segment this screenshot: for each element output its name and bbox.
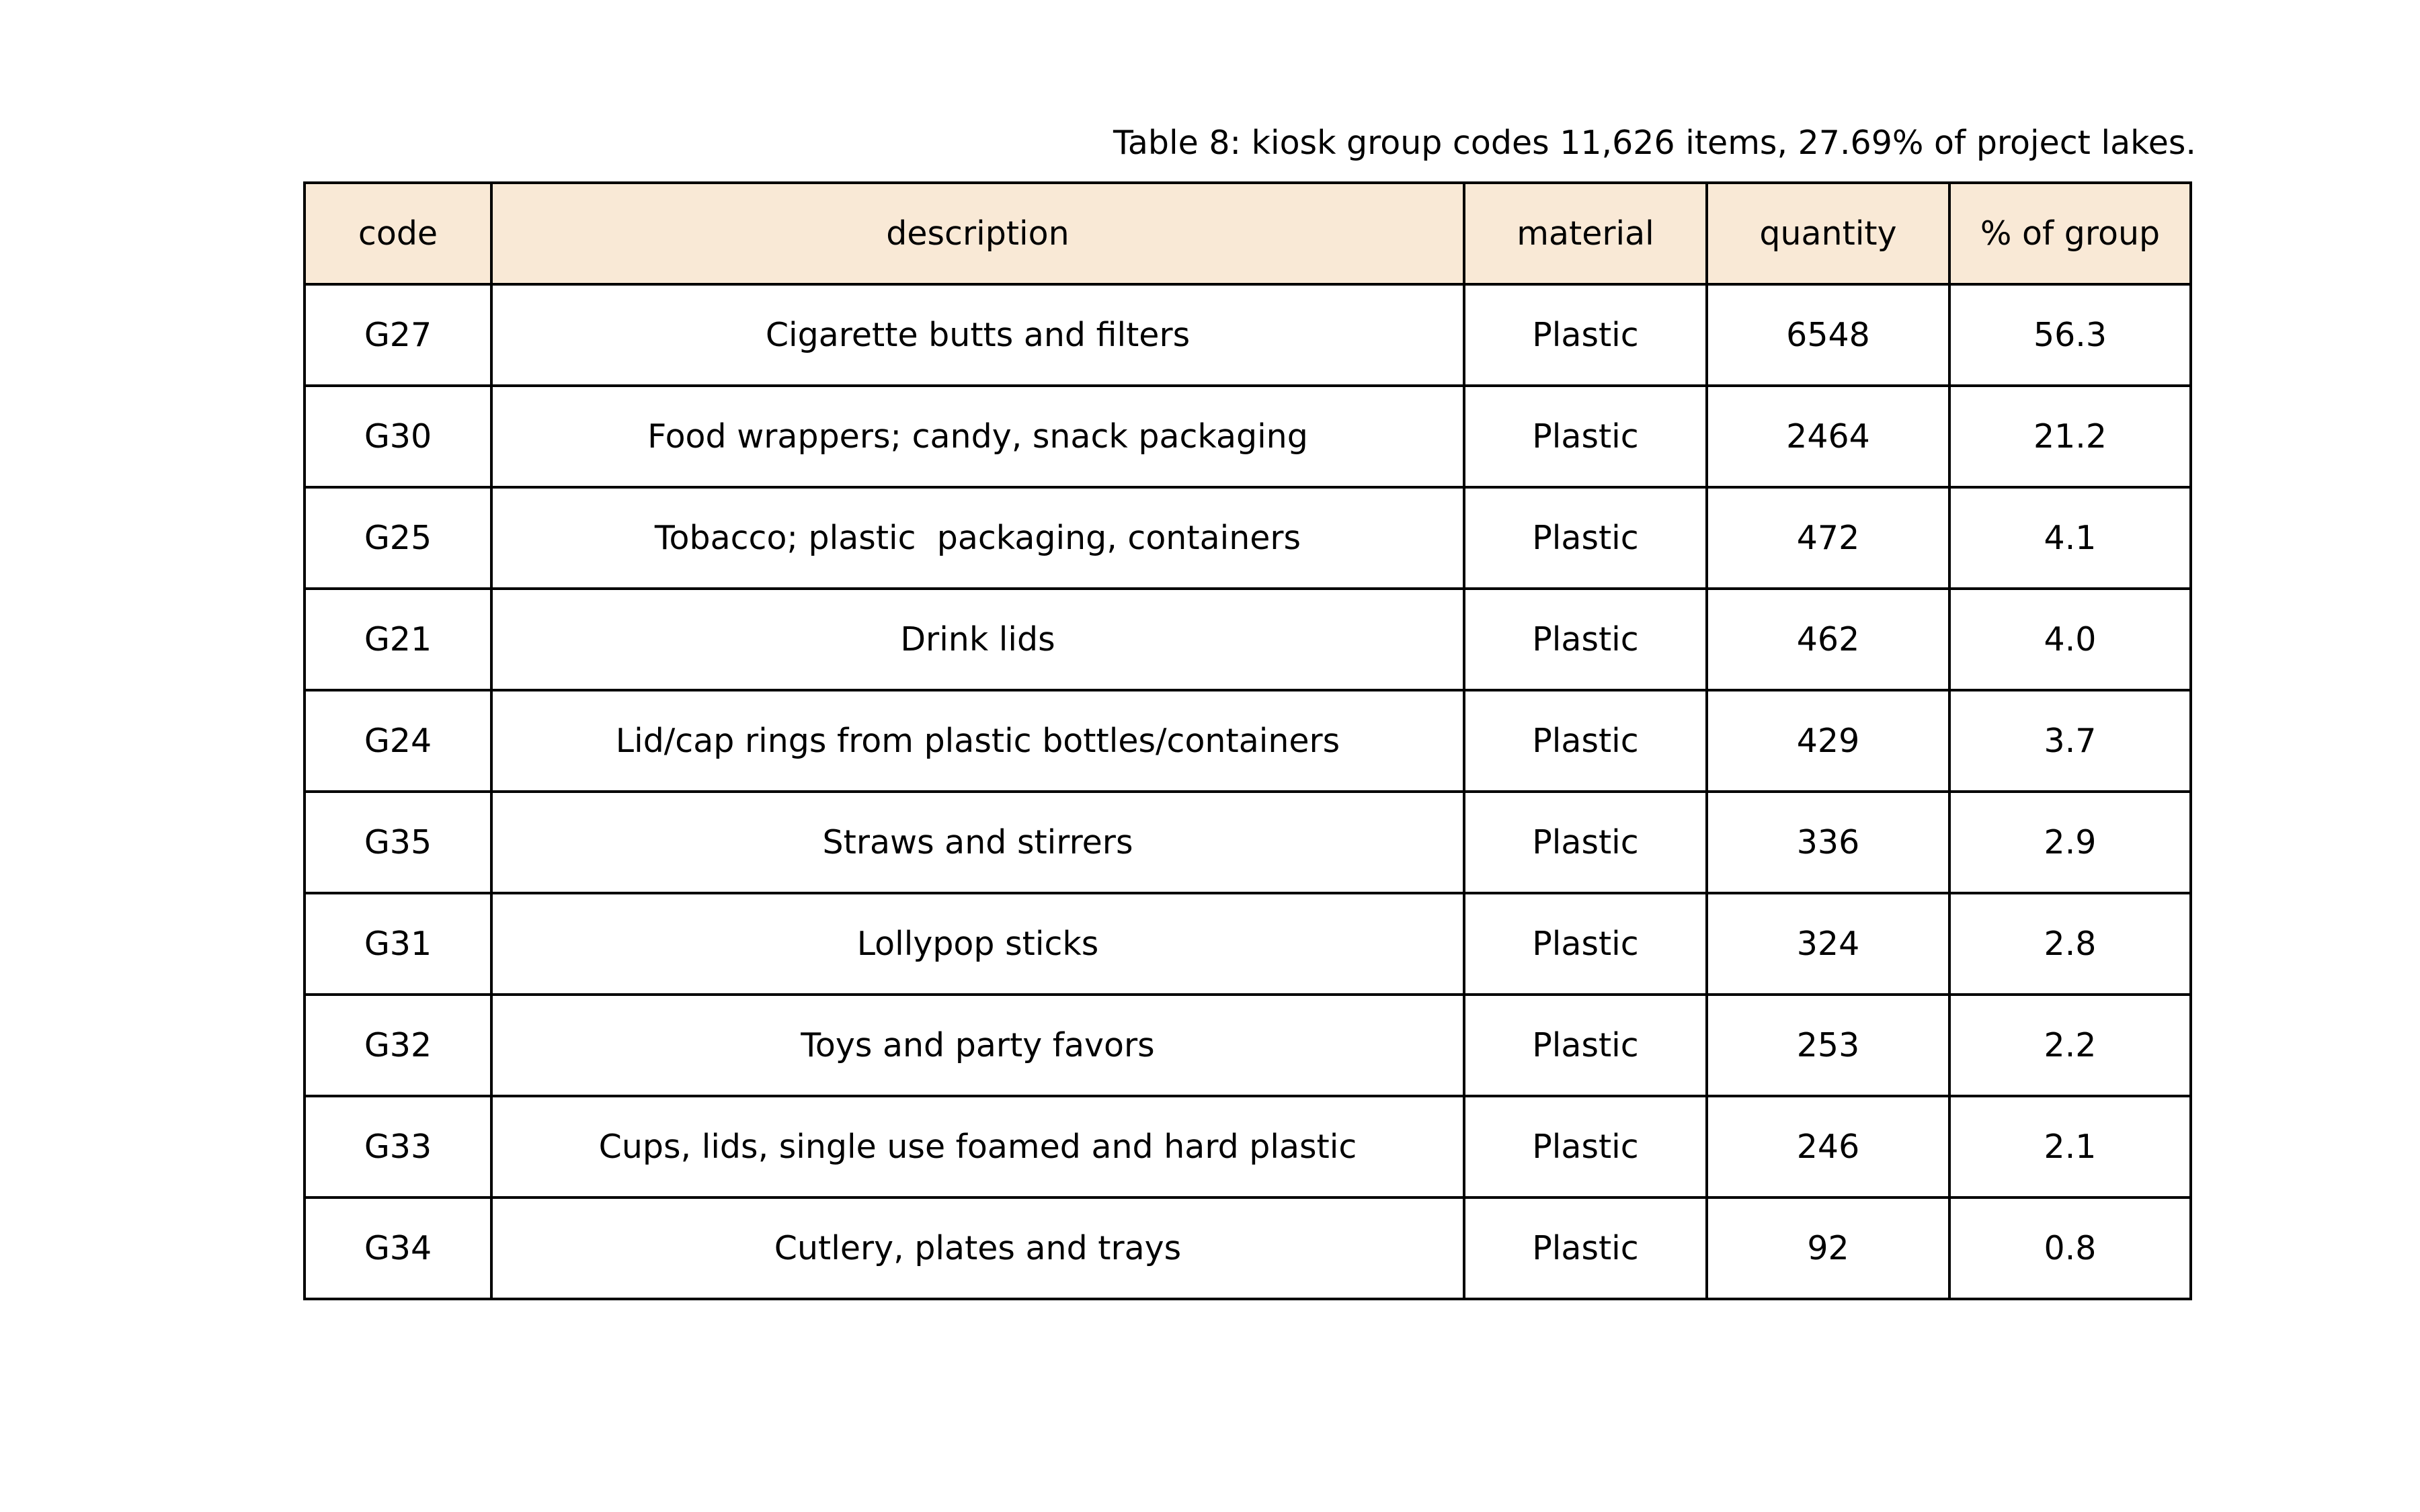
- cell-description: Cups, lids, single use foamed and hard p…: [490, 1095, 1465, 1199]
- table-header: code description material quantity % of …: [303, 181, 2192, 286]
- cell-description: Toys and party favors: [490, 993, 1465, 1097]
- cell-material: Plastic: [1463, 587, 1708, 691]
- cell-percent: 2.8: [1948, 892, 2192, 996]
- cell-description: Lollypop sticks: [490, 892, 1465, 996]
- table-row: G21 Drink lids Plastic 462 4.0: [303, 587, 2192, 691]
- table-row: G25 Tobacco; plastic packaging, containe…: [303, 486, 2192, 590]
- table-row: G32 Toys and party favors Plastic 253 2.…: [303, 993, 2192, 1097]
- table-row: G24 Lid/cap rings from plastic bottles/c…: [303, 689, 2192, 793]
- cell-description: Straws and stirrers: [490, 790, 1465, 894]
- cell-quantity: 324: [1705, 892, 1951, 996]
- cell-percent: 0.8: [1948, 1196, 2192, 1300]
- table-row: G35 Straws and stirrers Plastic 336 2.9: [303, 790, 2192, 894]
- cell-percent: 4.1: [1948, 486, 2192, 590]
- cell-percent: 3.7: [1948, 689, 2192, 793]
- cell-material: Plastic: [1463, 283, 1708, 387]
- cell-code: G27: [303, 283, 493, 387]
- cell-material: Plastic: [1463, 689, 1708, 793]
- cell-material: Plastic: [1463, 486, 1708, 590]
- cell-code: G32: [303, 993, 493, 1097]
- cell-quantity: 92: [1705, 1196, 1951, 1300]
- table-caption: Table 8: kiosk group codes 11,626 items,…: [1113, 124, 2196, 162]
- cell-quantity: 6548: [1705, 283, 1951, 387]
- cell-description: Cigarette butts and filters: [490, 283, 1465, 387]
- cell-percent: 56.3: [1948, 283, 2192, 387]
- cell-percent: 4.0: [1948, 587, 2192, 691]
- cell-quantity: 472: [1705, 486, 1951, 590]
- header-quantity: quantity: [1705, 181, 1951, 286]
- cell-quantity: 246: [1705, 1095, 1951, 1199]
- cell-description: Food wrappers; candy, snack packaging: [490, 384, 1465, 489]
- cell-percent: 2.1: [1948, 1095, 2192, 1199]
- cell-code: G31: [303, 892, 493, 996]
- cell-material: Plastic: [1463, 1095, 1708, 1199]
- header-code: code: [303, 181, 493, 286]
- cell-material: Plastic: [1463, 892, 1708, 996]
- cell-code: G33: [303, 1095, 493, 1199]
- table-row: G31 Lollypop sticks Plastic 324 2.8: [303, 892, 2192, 996]
- cell-quantity: 2464: [1705, 384, 1951, 489]
- header-row: code description material quantity % of …: [303, 181, 2192, 286]
- cell-quantity: 253: [1705, 993, 1951, 1097]
- cell-code: G34: [303, 1196, 493, 1300]
- table-body: G27 Cigarette butts and filters Plastic …: [303, 283, 2192, 1300]
- table-row: G30 Food wrappers; candy, snack packagin…: [303, 384, 2192, 489]
- cell-code: G24: [303, 689, 493, 793]
- cell-percent: 2.2: [1948, 993, 2192, 1097]
- table-row: G33 Cups, lids, single use foamed and ha…: [303, 1095, 2192, 1199]
- cell-code: G30: [303, 384, 493, 489]
- table-row: G34 Cutlery, plates and trays Plastic 92…: [303, 1196, 2192, 1300]
- cell-percent: 21.2: [1948, 384, 2192, 489]
- header-material: material: [1463, 181, 1708, 286]
- cell-material: Plastic: [1463, 790, 1708, 894]
- cell-material: Plastic: [1463, 993, 1708, 1097]
- cell-code: G35: [303, 790, 493, 894]
- header-description: description: [490, 181, 1465, 286]
- cell-quantity: 462: [1705, 587, 1951, 691]
- cell-code: G25: [303, 486, 493, 590]
- cell-description: Cutlery, plates and trays: [490, 1196, 1465, 1300]
- cell-quantity: 429: [1705, 689, 1951, 793]
- data-table: code description material quantity % of …: [303, 181, 2192, 1300]
- cell-percent: 2.9: [1948, 790, 2192, 894]
- cell-material: Plastic: [1463, 384, 1708, 489]
- cell-quantity: 336: [1705, 790, 1951, 894]
- header-percent-of-group: % of group: [1948, 181, 2192, 286]
- cell-code: G21: [303, 587, 493, 691]
- cell-description: Lid/cap rings from plastic bottles/conta…: [490, 689, 1465, 793]
- cell-material: Plastic: [1463, 1196, 1708, 1300]
- cell-description: Tobacco; plastic packaging, containers: [490, 486, 1465, 590]
- cell-description: Drink lids: [490, 587, 1465, 691]
- table-row: G27 Cigarette butts and filters Plastic …: [303, 283, 2192, 387]
